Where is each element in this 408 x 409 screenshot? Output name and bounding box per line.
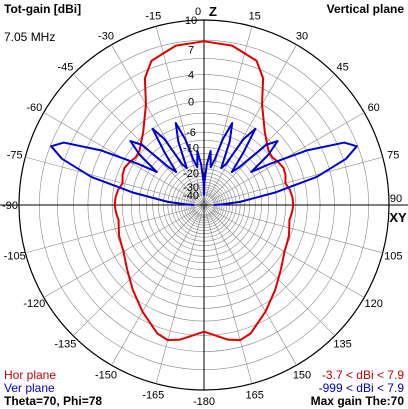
grid-spoke: [72, 204, 205, 337]
radial-tick-label: 10: [185, 15, 197, 27]
angle-tick-label: -135: [54, 339, 76, 351]
radial-tick-label: -10: [183, 142, 199, 154]
angle-tick-label: 135: [333, 339, 351, 351]
hor-gain-range: -3.7 < dBi < 7.9: [321, 368, 404, 382]
angle-tick-label: -60: [26, 102, 42, 114]
radial-tick-label: -6: [186, 127, 196, 139]
grid-spoke: [203, 156, 383, 206]
grid-spoke: [25, 156, 205, 206]
angle-tick-label: -165: [142, 389, 164, 401]
angle-tick-label: -75: [7, 149, 23, 161]
ver-plane-curve: [50, 121, 358, 206]
angle-tick-label: 45: [336, 61, 348, 73]
radial-tick-label: 4: [188, 70, 194, 82]
angle-tick-label: -120: [23, 298, 45, 310]
radial-tick-label: -20: [183, 168, 199, 180]
grid-spoke: [111, 204, 205, 366]
radial-tick-label: 7: [188, 45, 194, 57]
hor-plane-curve: [113, 40, 295, 342]
angle-tick-label: -105: [4, 251, 26, 263]
grid-spoke: [203, 204, 383, 254]
angle-tick-label: -180: [193, 396, 215, 408]
angle-tick-label: 30: [296, 30, 308, 42]
grid-spoke: [111, 44, 205, 206]
grid-spoke: [25, 204, 205, 254]
angle-tick-label: 105: [384, 251, 402, 263]
pattern-curves: [50, 40, 358, 342]
angle-tick-label: 90: [390, 193, 402, 205]
ver-gain-range: -999 < dBi < 7.9: [318, 381, 404, 395]
angle-tick-label: -150: [95, 370, 117, 382]
polar-labels: 1530456075105120135150165-180-165-150-13…: [2, 4, 407, 408]
xy-axis-label: XY: [389, 210, 407, 225]
legend-hor-plane: Hor plane: [4, 368, 57, 382]
theta-phi-readout: Theta=70, Phi=78: [4, 394, 103, 408]
grid-spoke: [203, 73, 336, 206]
legend-ver-plane: Ver plane: [4, 381, 55, 395]
z-axis-label: Z: [209, 4, 217, 19]
angle-tick-label: -15: [145, 11, 161, 23]
polar-grid: [0, 19, 408, 391]
max-gain-readout: Max gain The:70: [310, 394, 404, 408]
chart-title: Tot-gain [dBi]: [4, 2, 82, 16]
angle-tick-label: 15: [249, 11, 261, 23]
radial-tick-label: -40: [183, 190, 199, 202]
radial-tick-label: 0: [188, 97, 194, 109]
angle-tick-label: -45: [57, 61, 73, 73]
grid-spoke: [72, 73, 205, 206]
angle-tick-label: 120: [365, 298, 383, 310]
grid-spoke: [203, 204, 297, 366]
frequency-label: 7.05 MHz: [4, 30, 56, 44]
grid-spoke: [155, 26, 205, 206]
radial-tick-label: -30: [183, 182, 199, 194]
plane-title: Vertical plane: [326, 2, 404, 16]
grid-spoke: [203, 44, 297, 206]
angle-tick-label: -30: [98, 30, 114, 42]
grid-spoke: [203, 204, 336, 337]
angle-tick-label: 60: [368, 102, 380, 114]
angle-tick-label: 0: [195, 6, 201, 18]
angle-tick-label: 165: [246, 389, 264, 401]
angle-tick-label: 75: [387, 149, 399, 161]
angle-tick-label: 150: [293, 370, 311, 382]
angle-tick-label: -90: [2, 200, 18, 212]
grid-spoke: [203, 26, 253, 206]
grid-spoke: [155, 204, 205, 384]
grid-spoke: [203, 204, 253, 384]
